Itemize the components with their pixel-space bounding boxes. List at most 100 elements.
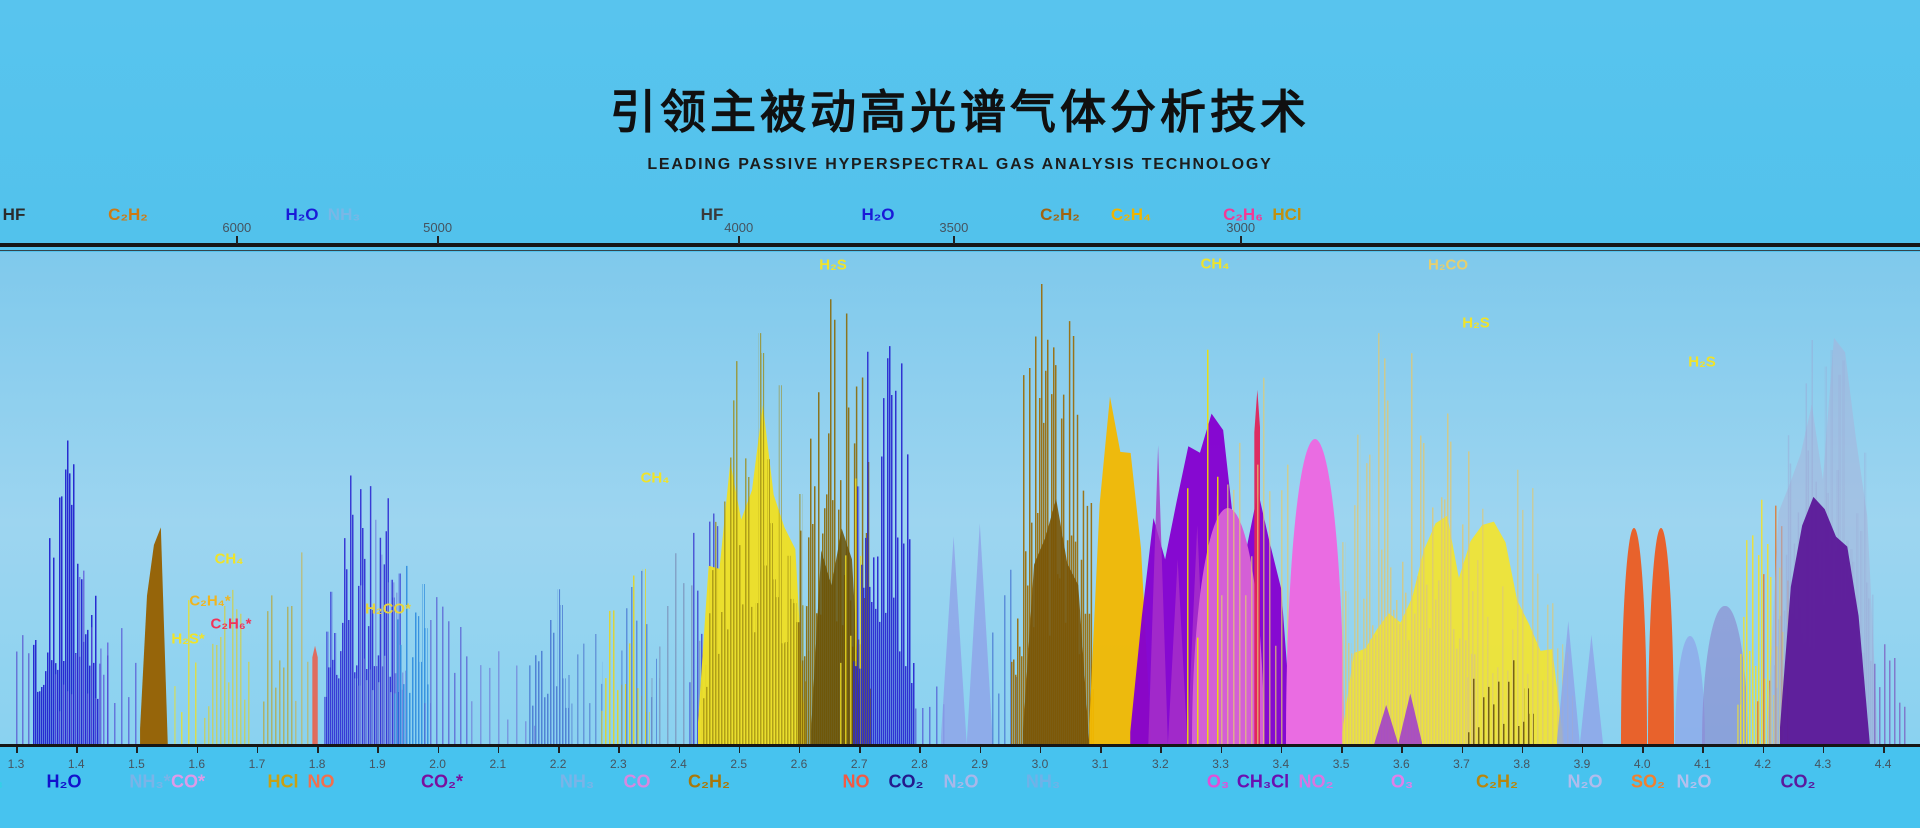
spectral-band-NH₃ xyxy=(529,589,572,744)
bottom-axis-tick-label: 1.9 xyxy=(369,757,386,771)
bottom-axis-tick xyxy=(256,747,259,753)
bottom-molecule-label: SO₂ xyxy=(1630,771,1666,792)
page-subtitle: LEADING PASSIVE HYPERSPECTRAL GAS ANALYS… xyxy=(647,156,1273,173)
bottom-axis-tick-label: 2.8 xyxy=(911,757,928,771)
bottom-axis-tick xyxy=(1401,747,1403,753)
top-molecule-label: H₂O xyxy=(861,205,895,224)
spectral-band-H₂O xyxy=(424,597,471,744)
spectral-band-C₂H₆* xyxy=(294,552,316,744)
bottom-axis-tick-label: 2.2 xyxy=(549,757,567,771)
bottom-molecule-label: NO xyxy=(842,771,870,792)
bottom-axis-tick xyxy=(196,747,199,753)
top-axis-line xyxy=(0,243,1920,247)
bottom-axis-tick-label: 3.9 xyxy=(1573,757,1591,771)
spectral-band-CO₂ xyxy=(914,686,947,744)
bottom-axis-tick-label: 3.1 xyxy=(1091,757,1109,771)
bottom-axis-tick-label: 2.3 xyxy=(609,757,627,771)
spectral-band-CO₂ xyxy=(1874,644,1908,744)
bottom-molecule-label: NH₃ xyxy=(1025,771,1061,792)
bottom-axis-tick xyxy=(1280,747,1283,753)
bottom-axis-tick xyxy=(1039,747,1042,753)
bottom-molecule-label: HCl xyxy=(267,771,299,792)
spectral-band-SO₂ xyxy=(1648,527,1675,744)
bottom-axis-tick-label: 1.8 xyxy=(308,757,326,771)
inplot-molecule-label: C₂H₆* xyxy=(210,615,252,633)
bottom-axis-tick-label: 4.1 xyxy=(1694,757,1711,771)
bottom-axis-tick-label: 1.4 xyxy=(67,757,85,771)
bottom-molecule-label: N₂O xyxy=(1676,771,1712,792)
inplot-molecule-label: H₂S xyxy=(819,256,847,274)
bottom-axis-tick-label: 4.0 xyxy=(1633,757,1651,771)
bottom-axis-tick xyxy=(979,747,982,753)
spectral-band-H₂CO xyxy=(1342,333,1477,744)
bottom-axis-tick xyxy=(16,747,18,753)
top-axis-tick-label: 4000 xyxy=(724,220,754,235)
bottom-axis-tick-label: 4.2 xyxy=(1754,757,1771,771)
top-axis-tick xyxy=(737,236,740,244)
bottom-axis-tick-label: 3.7 xyxy=(1453,757,1470,771)
bottom-molecule-label: CO* xyxy=(170,771,206,792)
bottom-molecule-label: C₂H₂ xyxy=(1476,771,1518,792)
bottom-axis-tick xyxy=(1461,747,1464,753)
page-title: 引领主被动高光谱气体分析技术 xyxy=(610,86,1310,138)
bottom-axis-tick-label: 3.5 xyxy=(1332,757,1350,771)
inplot-molecule-label: H₂CO xyxy=(1428,256,1468,274)
bottom-axis-tick xyxy=(859,747,861,753)
bottom-molecule-label: CO₂ xyxy=(1780,771,1816,792)
bottom-axis-tick-label: 1.5 xyxy=(128,757,145,771)
spectral-band-C₂H₆* xyxy=(262,595,295,744)
bottom-molecule-label: CH₃Cl xyxy=(1236,771,1290,792)
bottom-molecule-label: O₃ xyxy=(1390,771,1414,792)
top-axis-tick xyxy=(235,236,238,244)
bottom-axis-tick-label: 1.3 xyxy=(7,757,25,771)
top-molecule-label: C₂H₆ xyxy=(1223,205,1263,224)
spectral-band-N₂O xyxy=(940,523,993,744)
header-background xyxy=(0,0,1920,244)
bottom-axis-tick xyxy=(136,747,138,753)
top-molecule-label: H₂O xyxy=(285,205,319,224)
top-axis-tick-label: 3000 xyxy=(1226,220,1256,235)
inplot-molecule-label: CH₄ xyxy=(1200,255,1230,273)
bottom-axis-tick xyxy=(1581,747,1584,753)
inplot-molecule-label: C₂H₄* xyxy=(189,592,231,610)
spectral-band-N₂O xyxy=(1675,635,1706,744)
bottom-axis-tick xyxy=(919,747,921,753)
top-axis-tick xyxy=(436,236,439,244)
bottom-axis-tick xyxy=(1521,747,1524,753)
bottom-molecule-label: H₂O xyxy=(46,771,82,792)
bottom-molecule-label: O₃ xyxy=(1206,771,1230,792)
spectral-band-H₂S xyxy=(1461,469,1573,744)
bottom-molecule-label: C₂H₂ xyxy=(688,771,730,792)
bottom-axis-tick xyxy=(558,747,560,753)
bottom-axis-tick xyxy=(1642,747,1644,753)
top-axis-tick xyxy=(952,236,955,244)
bottom-axis-tick-label: 1.6 xyxy=(188,757,206,771)
top-axis-line-thin xyxy=(0,250,1920,251)
bottom-axis-tick-label: 4.3 xyxy=(1814,757,1832,771)
bottom-axis-tick xyxy=(317,747,319,753)
spectral-band-CH₄ xyxy=(1186,349,1222,744)
spectral-band-H₂O xyxy=(100,628,140,744)
bottom-axis-tick-label: 4.4 xyxy=(1874,757,1892,771)
bottom-axis-tick xyxy=(678,747,681,753)
footer-background xyxy=(0,747,1920,828)
top-molecule-label: C₂H₂ xyxy=(1040,205,1080,224)
bottom-axis-tick xyxy=(497,747,500,753)
bottom-molecule-label: CO xyxy=(623,771,651,792)
bottom-axis-tick xyxy=(1883,747,1885,753)
inplot-molecule-label: CH₄ xyxy=(214,550,244,568)
bottom-molecule-label: NO xyxy=(307,771,335,792)
bottom-axis-tick-label: 2.5 xyxy=(730,757,748,771)
spectral-band-C₂H₂ xyxy=(140,527,168,744)
spectral-band-SO₂ xyxy=(1621,527,1648,744)
bottom-axis-tick xyxy=(1100,747,1102,753)
spectrum-plot-area xyxy=(0,252,1920,744)
inplot-molecule-label: H₂S* xyxy=(171,630,205,648)
bottom-axis-tick-label: 3.6 xyxy=(1392,757,1410,771)
bottom-axis-tick-label: 3.2 xyxy=(1152,757,1169,771)
bottom-axis-tick xyxy=(377,747,379,753)
spectral-band-CO₂* xyxy=(470,651,537,744)
bottom-molecule-label: N₂O xyxy=(1567,771,1603,792)
bottom-molecule-label: CO₂ xyxy=(888,771,924,792)
